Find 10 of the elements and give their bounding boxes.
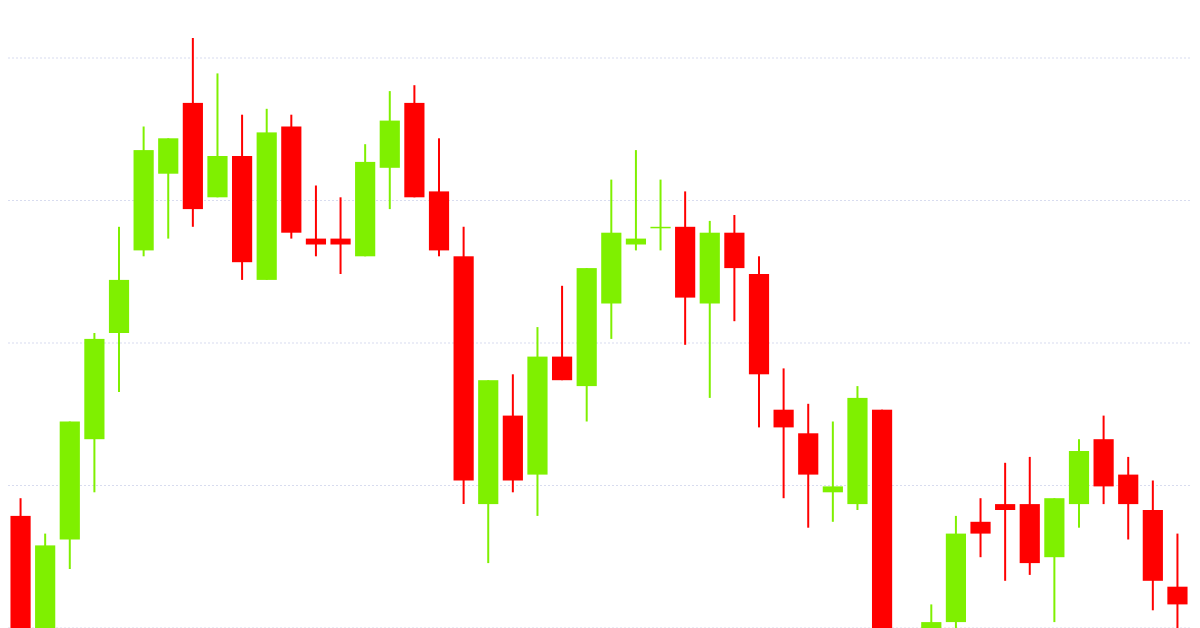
- candlestick: [995, 461, 1016, 582]
- candlestick: [921, 603, 942, 628]
- candlestick: [1167, 532, 1188, 628]
- candlestick: [551, 284, 573, 382]
- candlestick: [305, 184, 327, 258]
- candlestick: [773, 367, 794, 500]
- candlestick: [822, 420, 843, 523]
- candlestick: [625, 149, 647, 252]
- candlestick: [330, 196, 351, 275]
- candlestick: [970, 497, 991, 559]
